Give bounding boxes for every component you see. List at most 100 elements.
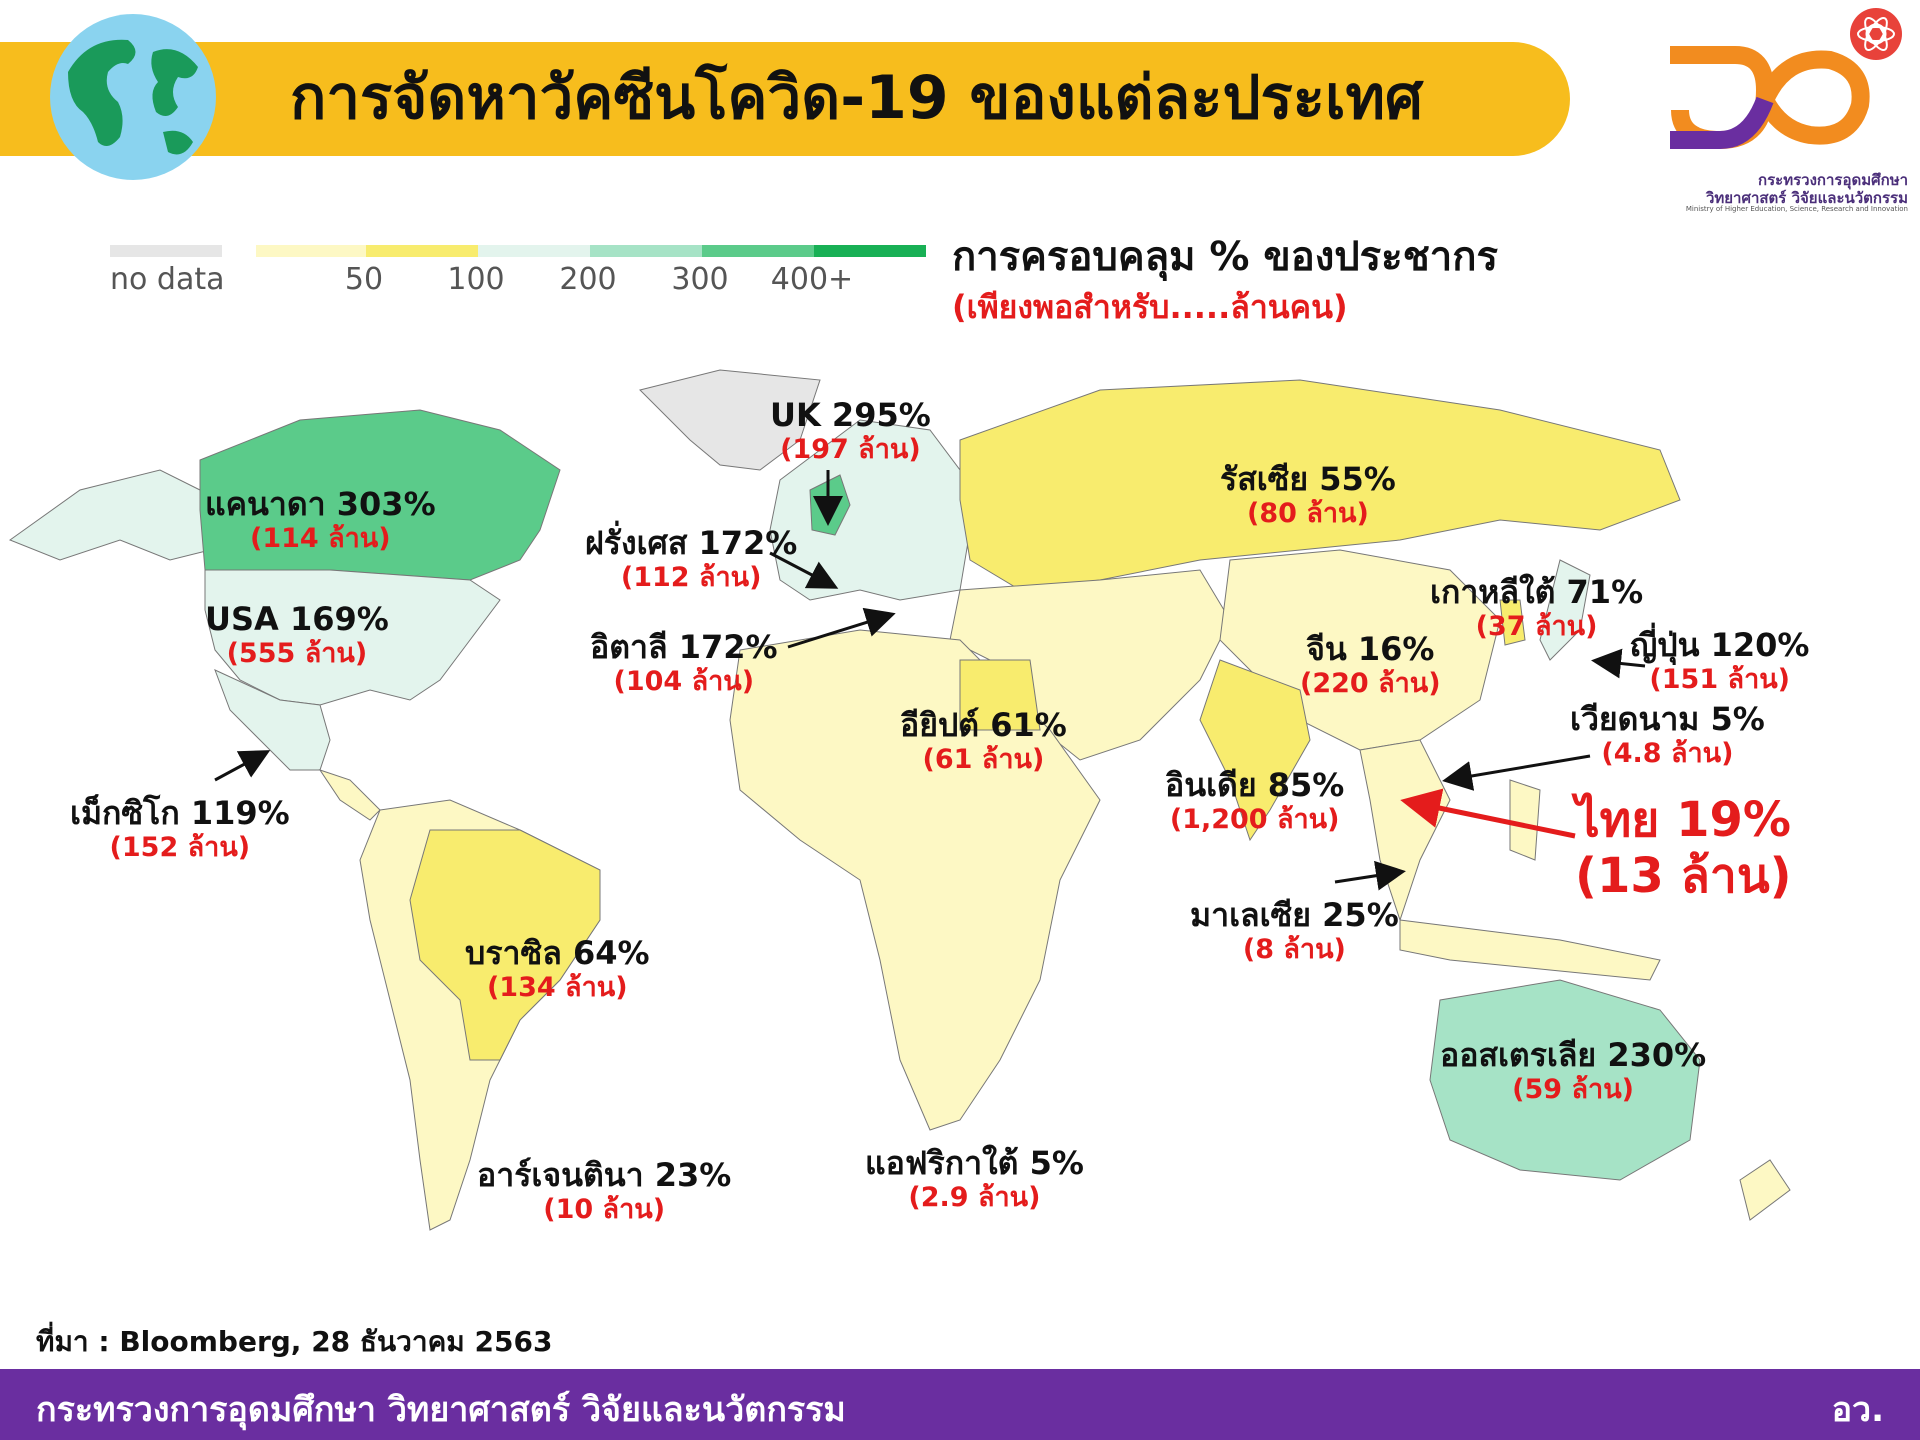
country-supply-value: (61 ล้าน) bbox=[922, 744, 1045, 775]
title-banner bbox=[0, 42, 1570, 156]
map-central-america bbox=[318, 769, 381, 821]
legend-bin-label-3: 300 bbox=[671, 262, 729, 297]
country-label-18: อาร์เจนตินา 23% (10 ล้าน) bbox=[477, 1156, 731, 1226]
country-supply-value: (80 ล้าน) bbox=[1247, 498, 1369, 529]
map-egypt bbox=[959, 659, 1041, 731]
logo-text-line1: กระทรวงการอุดมศึกษา bbox=[1758, 171, 1908, 189]
globe-icon bbox=[50, 14, 216, 180]
country-label-4: USA 169% (555 ล้าน) bbox=[205, 600, 389, 670]
legend-swatch-4 bbox=[702, 245, 814, 257]
arrow-thailand bbox=[1400, 788, 1576, 839]
legend-bin-label-2: 200 bbox=[559, 262, 617, 297]
country-label-14: มาเลเซีย 25% (8 ล้าน) bbox=[1190, 896, 1399, 966]
country-supply-value: (151 ล้าน) bbox=[1649, 664, 1791, 695]
legend-swatch-2 bbox=[478, 245, 590, 257]
footer-abbr: อว. bbox=[1831, 1390, 1884, 1430]
country-name: แคนาดา 303% bbox=[205, 485, 436, 523]
legend-swatch-5 bbox=[814, 245, 926, 257]
country-name: อินเดีย 85% bbox=[1165, 766, 1345, 804]
arrow-malaysia bbox=[1334, 860, 1406, 891]
country-supply-value: (8 ล้าน) bbox=[1242, 934, 1346, 965]
country-supply-value: (10 ล้าน) bbox=[543, 1194, 666, 1225]
legend-title: การครอบคลุม % ของประชากร bbox=[952, 234, 1498, 280]
ministry-logo bbox=[1670, 8, 1902, 150]
country-label-15: บราซิล 64% (134 ล้าน) bbox=[465, 934, 650, 1004]
country-name: ฝรั่งเศส 172% bbox=[585, 524, 798, 562]
country-label-12: เม็กซิโก 119% (152 ล้าน) bbox=[70, 794, 290, 864]
world-map bbox=[8, 369, 1791, 1231]
map-southeast-asia bbox=[1359, 739, 1451, 922]
country-name: รัสเซีย 55% bbox=[1220, 460, 1396, 498]
country-label-8: ญี่ปุ่น 120% (151 ล้าน) bbox=[1630, 626, 1809, 696]
page-title: การจัดหาวัคซีนโควิด-19 ของแต่ละประเทศ bbox=[290, 63, 1424, 133]
country-name: อียิปต์ 61% bbox=[900, 706, 1067, 744]
country-name: อิตาลี 172% bbox=[590, 628, 778, 666]
country-name: จีน 16% bbox=[1306, 630, 1435, 668]
legend-subtitle: (เพียงพอสำหรับ.....ล้านคน) bbox=[952, 288, 1348, 326]
country-label-0: UK 295% (197 ล้าน) bbox=[770, 396, 931, 466]
legend-bin-label-0: 50 bbox=[344, 262, 384, 297]
map-australia bbox=[1429, 979, 1701, 1181]
footer-bar bbox=[0, 1369, 1920, 1440]
country-supply-value: (37 ล้าน) bbox=[1475, 611, 1598, 642]
country-label-10: เวียดนาม 5% (4.8 ล้าน) bbox=[1570, 700, 1765, 770]
country-name: USA 169% bbox=[205, 600, 389, 638]
legend-no-data-label: no data bbox=[110, 262, 225, 297]
country-label-11: อินเดีย 85% (1,200 ล้าน) bbox=[1165, 766, 1344, 836]
legend-bin-label-4: 400+ bbox=[770, 262, 854, 297]
country-label-3: รัสเซีย 55% (80 ล้าน) bbox=[1220, 460, 1396, 530]
arrow-mexico bbox=[214, 750, 271, 782]
map-greenland bbox=[639, 369, 821, 471]
country-label-1: แคนาดา 303% (114 ล้าน) bbox=[205, 485, 436, 555]
legend-no-data-swatch bbox=[110, 245, 222, 257]
country-label-13: ไทย 19% (13 ล้าน) bbox=[1575, 792, 1792, 904]
country-name: ไทย 19% bbox=[1575, 792, 1792, 848]
country-name: เกาหลีใต้ 71% bbox=[1430, 573, 1644, 611]
country-label-6: เกาหลีใต้ 71% (37 ล้าน) bbox=[1430, 573, 1643, 643]
arrow-japan bbox=[1591, 648, 1646, 679]
country-name: UK 295% bbox=[770, 396, 931, 434]
country-name: ออสเตรเลีย 230% bbox=[1440, 1036, 1707, 1074]
country-label-16: ออสเตรเลีย 230% (59 ล้าน) bbox=[1440, 1036, 1706, 1106]
country-supply-value: (220 ล้าน) bbox=[1300, 668, 1441, 699]
map-korea bbox=[1499, 599, 1526, 646]
country-supply-value: (555 ล้าน) bbox=[226, 638, 368, 669]
source-note: ที่มา : Bloomberg, 28 ธันวาคม 2563 bbox=[36, 1325, 553, 1358]
country-supply-value: (13 ล้าน) bbox=[1575, 848, 1792, 904]
country-name: ญี่ปุ่น 120% bbox=[1630, 626, 1810, 664]
country-supply-value: (152 ล้าน) bbox=[109, 832, 251, 863]
country-supply-value: (112 ล้าน) bbox=[620, 562, 762, 593]
country-supply-value: (59 ล้าน) bbox=[1512, 1074, 1634, 1105]
arrow-italy bbox=[787, 607, 896, 649]
arrow-vietnam bbox=[1442, 754, 1591, 791]
legend-swatch-3 bbox=[590, 245, 702, 257]
country-supply-value: (197 ล้าน) bbox=[780, 434, 921, 465]
map-india bbox=[1199, 659, 1311, 842]
country-label-9: อียิปต์ 61% (61 ล้าน) bbox=[900, 706, 1067, 776]
country-label-7: จีน 16% (220 ล้าน) bbox=[1300, 630, 1441, 700]
legend-swatch-0 bbox=[256, 245, 366, 257]
country-label-5: อิตาลี 172% (104 ล้าน) bbox=[590, 628, 778, 698]
country-supply-value: (1,200 ล้าน) bbox=[1169, 804, 1340, 835]
map-indonesia bbox=[1399, 919, 1661, 981]
logo-text-line2: วิทยาศาสตร์ วิจัยและนวัตกรรม bbox=[1705, 189, 1908, 207]
map-brazil bbox=[409, 829, 601, 1061]
country-supply-value: (2.9 ล้าน) bbox=[908, 1182, 1041, 1213]
country-supply-value: (104 ล้าน) bbox=[613, 666, 755, 697]
arrow-france bbox=[769, 551, 839, 589]
country-name: บราซิล 64% bbox=[465, 934, 650, 972]
map-philippines bbox=[1509, 779, 1541, 861]
map-europe bbox=[769, 419, 971, 601]
country-supply-value: (114 ล้าน) bbox=[250, 523, 391, 554]
country-name: เวียดนาม 5% bbox=[1570, 700, 1765, 738]
country-supply-value: (4.8 ล้าน) bbox=[1601, 738, 1734, 769]
map-japan bbox=[1539, 559, 1591, 661]
map-alaska bbox=[8, 469, 211, 561]
map-new-zealand bbox=[1739, 1159, 1791, 1221]
map-usa bbox=[204, 569, 501, 706]
country-name: อาร์เจนตินา 23% bbox=[477, 1156, 732, 1194]
footer-ministry: กระทรวงการอุดมศึกษา วิทยาศาสตร์ วิจัยและ… bbox=[36, 1390, 846, 1430]
country-name: มาเลเซีย 25% bbox=[1190, 896, 1399, 934]
legend-bin-label-1: 100 bbox=[447, 262, 505, 297]
logo-text-line3: Ministry of Higher Education, Science, R… bbox=[1685, 205, 1908, 213]
